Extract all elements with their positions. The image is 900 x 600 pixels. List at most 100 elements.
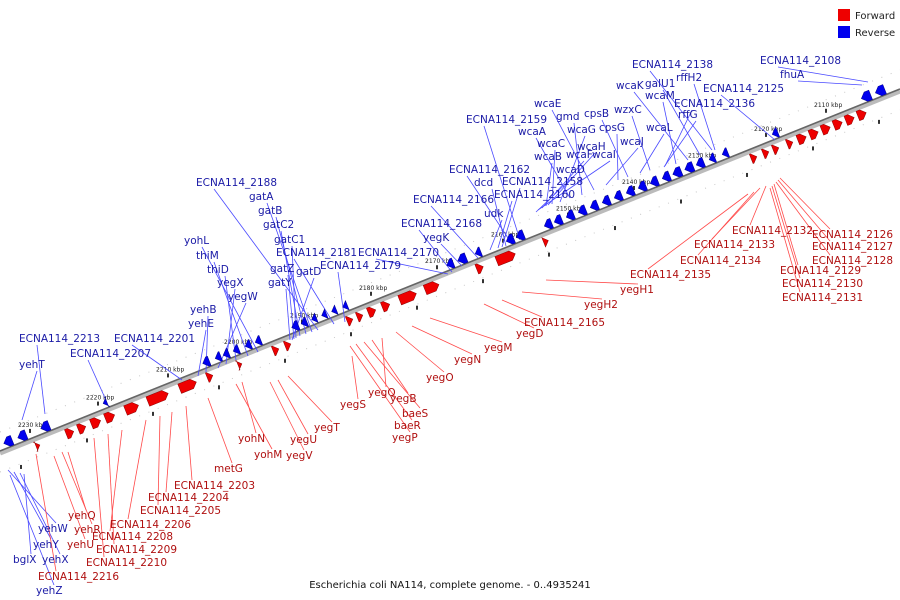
reverse-gene-arrow xyxy=(446,257,456,269)
reverse-leader-line xyxy=(662,89,701,156)
forward-gene-label: yegT xyxy=(314,422,340,434)
forward-leader-line xyxy=(277,379,309,435)
reverse-gene-arrow xyxy=(672,166,684,178)
forward-leader-line xyxy=(411,325,473,355)
reverse-gene-arrow xyxy=(3,435,15,447)
scale-tick-mark xyxy=(633,186,635,191)
scale-tick-mark xyxy=(350,332,352,337)
forward-leader-line xyxy=(287,375,333,423)
reverse-gene-label: yehT xyxy=(19,359,45,371)
forward-gene-label: ECNA114_2135 xyxy=(630,269,711,281)
forward-leader-line xyxy=(109,429,123,532)
reverse-gene-arrow xyxy=(553,214,564,226)
reverse-gene-label: gmd xyxy=(556,111,580,123)
reverse-leader-line xyxy=(266,202,313,333)
reverse-gene-arrow xyxy=(695,157,706,168)
forward-gene-label: ECNA114_2126 xyxy=(812,229,893,241)
reverse-gene-label: ECNA114_2158 xyxy=(502,176,583,188)
scale-tick-mark xyxy=(548,252,550,257)
forward-gene-label: ECNA114_2210 xyxy=(86,557,167,569)
reverse-gene-label: wcaA xyxy=(518,126,547,138)
forward-gene-label: yehU xyxy=(67,539,94,551)
forward-leader-line xyxy=(235,383,273,450)
reverse-leader-line xyxy=(535,175,575,213)
reverse-gene-arrow xyxy=(102,396,111,407)
reverse-gene-label: dcd xyxy=(474,177,493,189)
legend-label-forward: Forward xyxy=(855,11,895,22)
reverse-leader-line xyxy=(87,359,106,399)
forward-leader-line xyxy=(35,453,57,572)
reverse-gene-label: yegW xyxy=(228,291,258,303)
forward-leader-line xyxy=(545,279,639,285)
reverse-gene-arrow xyxy=(291,320,301,331)
forward-gene-label: ECNA114_2131 xyxy=(782,292,863,304)
forward-leader-line xyxy=(107,433,115,545)
forward-gene-label: yegU xyxy=(290,434,317,446)
reverse-gene-arrow xyxy=(661,170,672,182)
forward-gene-arrow xyxy=(103,411,115,424)
reverse-gene-label: wcaH xyxy=(577,141,606,153)
forward-leader-line xyxy=(61,451,93,525)
reverse-leader-line xyxy=(201,246,259,353)
reverse-leader-line xyxy=(605,147,639,186)
reverse-gene-label: wcaF xyxy=(566,149,593,161)
forward-leader-line xyxy=(483,303,535,329)
reverse-gene-arrow xyxy=(17,429,29,441)
scale-tick-label: 2120 kbp xyxy=(754,126,782,133)
forward-gene-label: yegO xyxy=(426,372,454,384)
reverse-leader-line xyxy=(559,135,586,203)
reverse-gene-label: yehW xyxy=(38,523,68,535)
reverse-gene-arrow xyxy=(300,316,309,327)
scale-tick-mark xyxy=(284,358,286,363)
reverse-leader-line xyxy=(547,152,596,206)
reverse-leader-line xyxy=(9,474,55,586)
reverse-gene-label: ECNA114_2201 xyxy=(114,333,195,345)
reverse-gene-arrow xyxy=(342,300,350,311)
reverse-leader-line xyxy=(13,471,52,540)
reverse-gene-label: wzxC xyxy=(614,104,642,116)
forward-leader-line xyxy=(371,339,409,394)
forward-gene-arrow xyxy=(541,237,549,248)
reverse-leader-line xyxy=(337,271,346,323)
forward-gene-arrow xyxy=(345,316,354,327)
scale-tick-label: 2230 kbp xyxy=(18,422,46,429)
reverse-gene-label: wcaI xyxy=(592,149,616,161)
forward-gene-label: yegN xyxy=(454,354,481,366)
forward-gene-arrow xyxy=(843,114,855,126)
reverse-leader-line xyxy=(649,70,713,151)
forward-gene-label: ECNA114_2134 xyxy=(680,255,761,267)
forward-gene-label: yohM xyxy=(254,449,282,461)
scale-ticks: 2110 kbp 2120 kbp 2130 kbp 2140 kbp 2150 kbp… xyxy=(18,102,880,469)
reverse-leader-line xyxy=(489,219,503,251)
forward-gene-arrow xyxy=(749,153,758,164)
forward-gene-label: ECNA114_2133 xyxy=(694,239,775,251)
forward-gene-label: ECNA114_2128 xyxy=(812,255,893,267)
forward-gene-arrow xyxy=(32,441,41,452)
scale-tick-mark xyxy=(20,464,22,469)
reverse-leader-line xyxy=(664,109,693,167)
reverse-gene-label: wcaE xyxy=(534,98,561,110)
forward-gene-label: yohN xyxy=(238,433,265,445)
scale-tick-mark xyxy=(370,291,372,296)
scale-tick-label: 2220 kbp xyxy=(86,395,114,402)
reverse-gene-label: wcaK xyxy=(616,80,645,92)
forward-gene-arrow xyxy=(785,139,794,150)
scale-tick-mark xyxy=(502,238,504,243)
scale-tick-label: 2170 kbp xyxy=(425,258,453,265)
reverse-gene-arrow xyxy=(543,218,554,230)
reverse-leader-line xyxy=(601,119,629,178)
reverse-gene-arrow xyxy=(601,194,612,206)
forward-gene-arrow xyxy=(795,133,807,146)
scale-tick-mark xyxy=(218,385,220,390)
reverse-gene-label: ECNA114_2207 xyxy=(70,348,151,360)
reverse-leader-line xyxy=(213,188,319,331)
reverse-gene-label: ECNA114_2108 xyxy=(760,55,841,67)
reverse-gene-label: gatY xyxy=(268,277,292,289)
scale-tick-mark xyxy=(416,305,418,310)
reverse-leader-line xyxy=(285,288,291,341)
reverse-leader-line xyxy=(217,302,247,369)
forward-gene-arrow xyxy=(64,428,75,440)
legend: Forward Reverse xyxy=(838,9,895,39)
reverse-leader-line xyxy=(440,243,463,267)
reverse-gene-label: yehY xyxy=(33,539,59,551)
